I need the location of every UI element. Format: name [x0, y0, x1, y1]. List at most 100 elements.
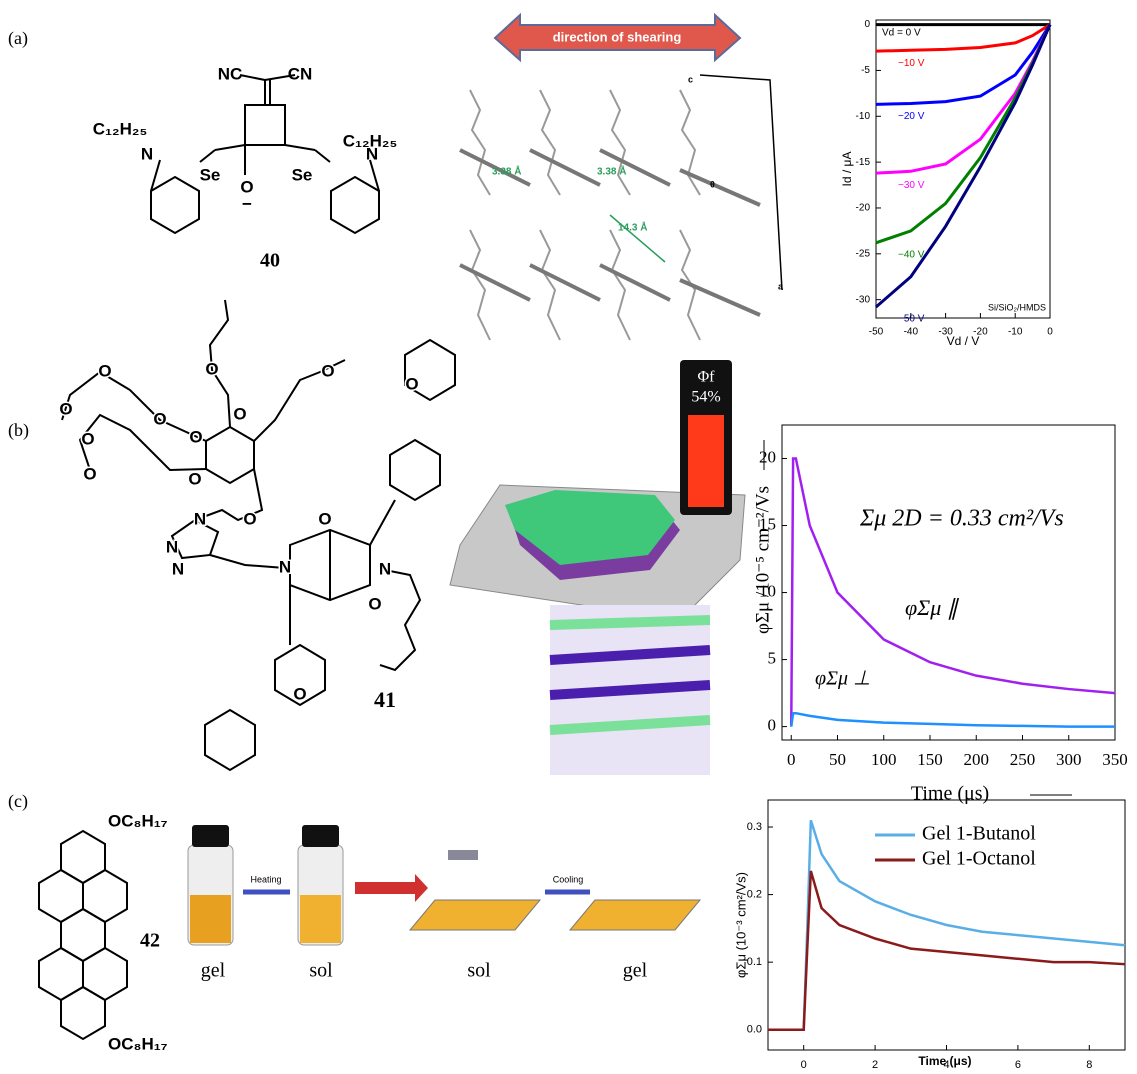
- series-label: −10 V: [898, 58, 925, 69]
- series-label: −40 V: [898, 249, 925, 260]
- y-axis-label: φΣμ (10⁻³ cm²/Vs): [733, 872, 748, 978]
- y-tick-label: 0: [864, 19, 870, 30]
- packing-label: θ: [710, 179, 715, 189]
- film-illustration: [450, 360, 745, 775]
- atom-label: O: [205, 359, 218, 378]
- banner-text: direction of shearing: [553, 29, 682, 44]
- atom-label: O: [83, 464, 96, 483]
- atom-label: C₁₂H₂₅: [93, 119, 148, 138]
- legend-label: Gel 1-Butanol: [922, 823, 1036, 845]
- packing-label: c: [688, 74, 693, 84]
- x-tick-label: 2: [872, 1059, 878, 1069]
- compound-number: 42: [140, 930, 160, 952]
- y-tick-label: 0.1: [747, 956, 762, 968]
- atom-label: O: [153, 409, 166, 428]
- x-tick-label: 8: [1086, 1059, 1092, 1069]
- packing-label: 3.38 Å: [597, 165, 626, 178]
- atom-label: O: [318, 509, 331, 528]
- atom-label: N: [166, 537, 178, 556]
- atom-label: O: [243, 509, 256, 528]
- panel-label: (c): [8, 791, 28, 812]
- atom-label: O: [233, 404, 246, 423]
- annotation: Si/SiO₂/HMDS: [988, 302, 1046, 312]
- y-axis-label: φΣμ /10⁻⁵ cm⁻²/Vs: [752, 486, 773, 634]
- state-label: gel: [201, 960, 226, 982]
- x-axis-label: Time (μs): [918, 1054, 971, 1068]
- atom-label: N: [279, 557, 291, 576]
- y-tick-label: 0.0: [747, 1024, 762, 1036]
- series-label: −50 V: [898, 314, 925, 325]
- x-tick-label: 6: [1015, 1059, 1021, 1069]
- legend-label: Gel 1-Octanol: [922, 848, 1036, 870]
- x-axis-label: Time (μs): [911, 783, 989, 805]
- x-tick-label: 250: [1010, 750, 1036, 769]
- state-label: sol: [309, 960, 333, 982]
- y-tick-label: 20: [759, 447, 776, 466]
- data-line: [768, 871, 1125, 1030]
- y-tick-label: -15: [856, 157, 871, 168]
- atom-label: O: [59, 399, 72, 418]
- molecule-42-bonds: [39, 831, 127, 1039]
- y-tick-label: -30: [856, 294, 871, 305]
- compound-number: 41: [374, 687, 396, 712]
- y-axis-label: Id / μA: [840, 152, 854, 187]
- atom-label: OC₈H₁₇: [108, 811, 168, 830]
- panel-label: (b): [8, 420, 29, 441]
- page: {"panel_labels":["(a)","(b)","(c)"], "mo…: [0, 0, 1137, 1074]
- annotation: Σμ 2D = 0.33 cm²/Vs: [859, 506, 1064, 532]
- atom-label: O: [188, 469, 201, 488]
- y-tick-label: 0: [768, 716, 777, 735]
- data-line: [791, 713, 1115, 726]
- atom-label: O: [368, 594, 381, 613]
- x-tick-label: 300: [1056, 750, 1082, 769]
- x-tick-label: -10: [1008, 327, 1023, 338]
- x-tick-label: 150: [917, 750, 943, 769]
- atom-label: N: [379, 559, 391, 578]
- atom-label: N: [194, 509, 206, 528]
- vial-symbol: Φf: [697, 369, 715, 386]
- y-tick-label: 0.3: [747, 821, 762, 833]
- x-tick-label: 0: [801, 1059, 807, 1069]
- x-tick-label: 0: [787, 750, 796, 769]
- series-label: Vd = 0 V: [882, 28, 921, 39]
- x-tick-label: 200: [964, 750, 990, 769]
- x-tick-label: -50: [869, 327, 884, 338]
- series-label: −20 V: [898, 111, 925, 122]
- atom-label: O: [321, 361, 334, 380]
- y-tick-label: -10: [856, 111, 871, 122]
- atom-label: O: [405, 374, 418, 393]
- series-label: −30 V: [898, 180, 925, 191]
- atom-label: N: [172, 559, 184, 578]
- atom-label: Se: [292, 165, 313, 184]
- figure: (a)(b)(c)NCCNC₁₂H₂₅NSeO−SeNC₁₂H₂₅40direc…: [0, 0, 1137, 1069]
- atom-label: NC: [218, 64, 243, 83]
- x-tick-label: 0: [1047, 327, 1053, 338]
- y-tick-label: 0.2: [747, 889, 762, 901]
- state-label: sol: [467, 960, 491, 982]
- series-label: φΣμ ∥: [905, 595, 960, 620]
- y-tick-label: 5: [768, 648, 777, 667]
- molecule-41-bonds: [62, 300, 455, 770]
- x-axis-label: Vd / V: [947, 334, 980, 348]
- vial-value: 54%: [691, 389, 720, 406]
- atom-label: CN: [288, 64, 313, 83]
- state-label: gel: [623, 960, 648, 982]
- arrow-label: Heating: [250, 874, 281, 884]
- y-tick-label: -25: [856, 248, 871, 259]
- molecule-40-bonds: [151, 75, 379, 233]
- atom-label: Se: [200, 165, 221, 184]
- y-tick-label: -20: [856, 203, 871, 214]
- y-tick-label: -5: [861, 65, 870, 76]
- packing-label: a: [778, 281, 784, 291]
- atom-label: C₁₂H₂₅: [343, 131, 398, 150]
- atom-label: O: [81, 429, 94, 448]
- packing-label: 3.38 Å: [492, 165, 521, 178]
- x-tick-label: 350: [1102, 750, 1128, 769]
- x-tick-label: -40: [904, 327, 919, 338]
- atom-label: O: [189, 427, 202, 446]
- x-tick-label: 50: [829, 750, 846, 769]
- panel-label: (a): [8, 28, 28, 49]
- series-label: φΣμ ⊥: [815, 668, 870, 690]
- atom-label: OC₈H₁₇: [108, 1034, 168, 1053]
- x-tick-label: 100: [871, 750, 897, 769]
